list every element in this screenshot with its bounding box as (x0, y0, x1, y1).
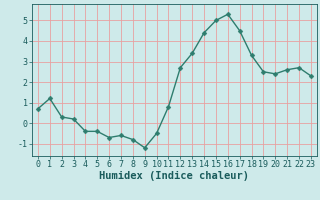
X-axis label: Humidex (Indice chaleur): Humidex (Indice chaleur) (100, 171, 249, 181)
